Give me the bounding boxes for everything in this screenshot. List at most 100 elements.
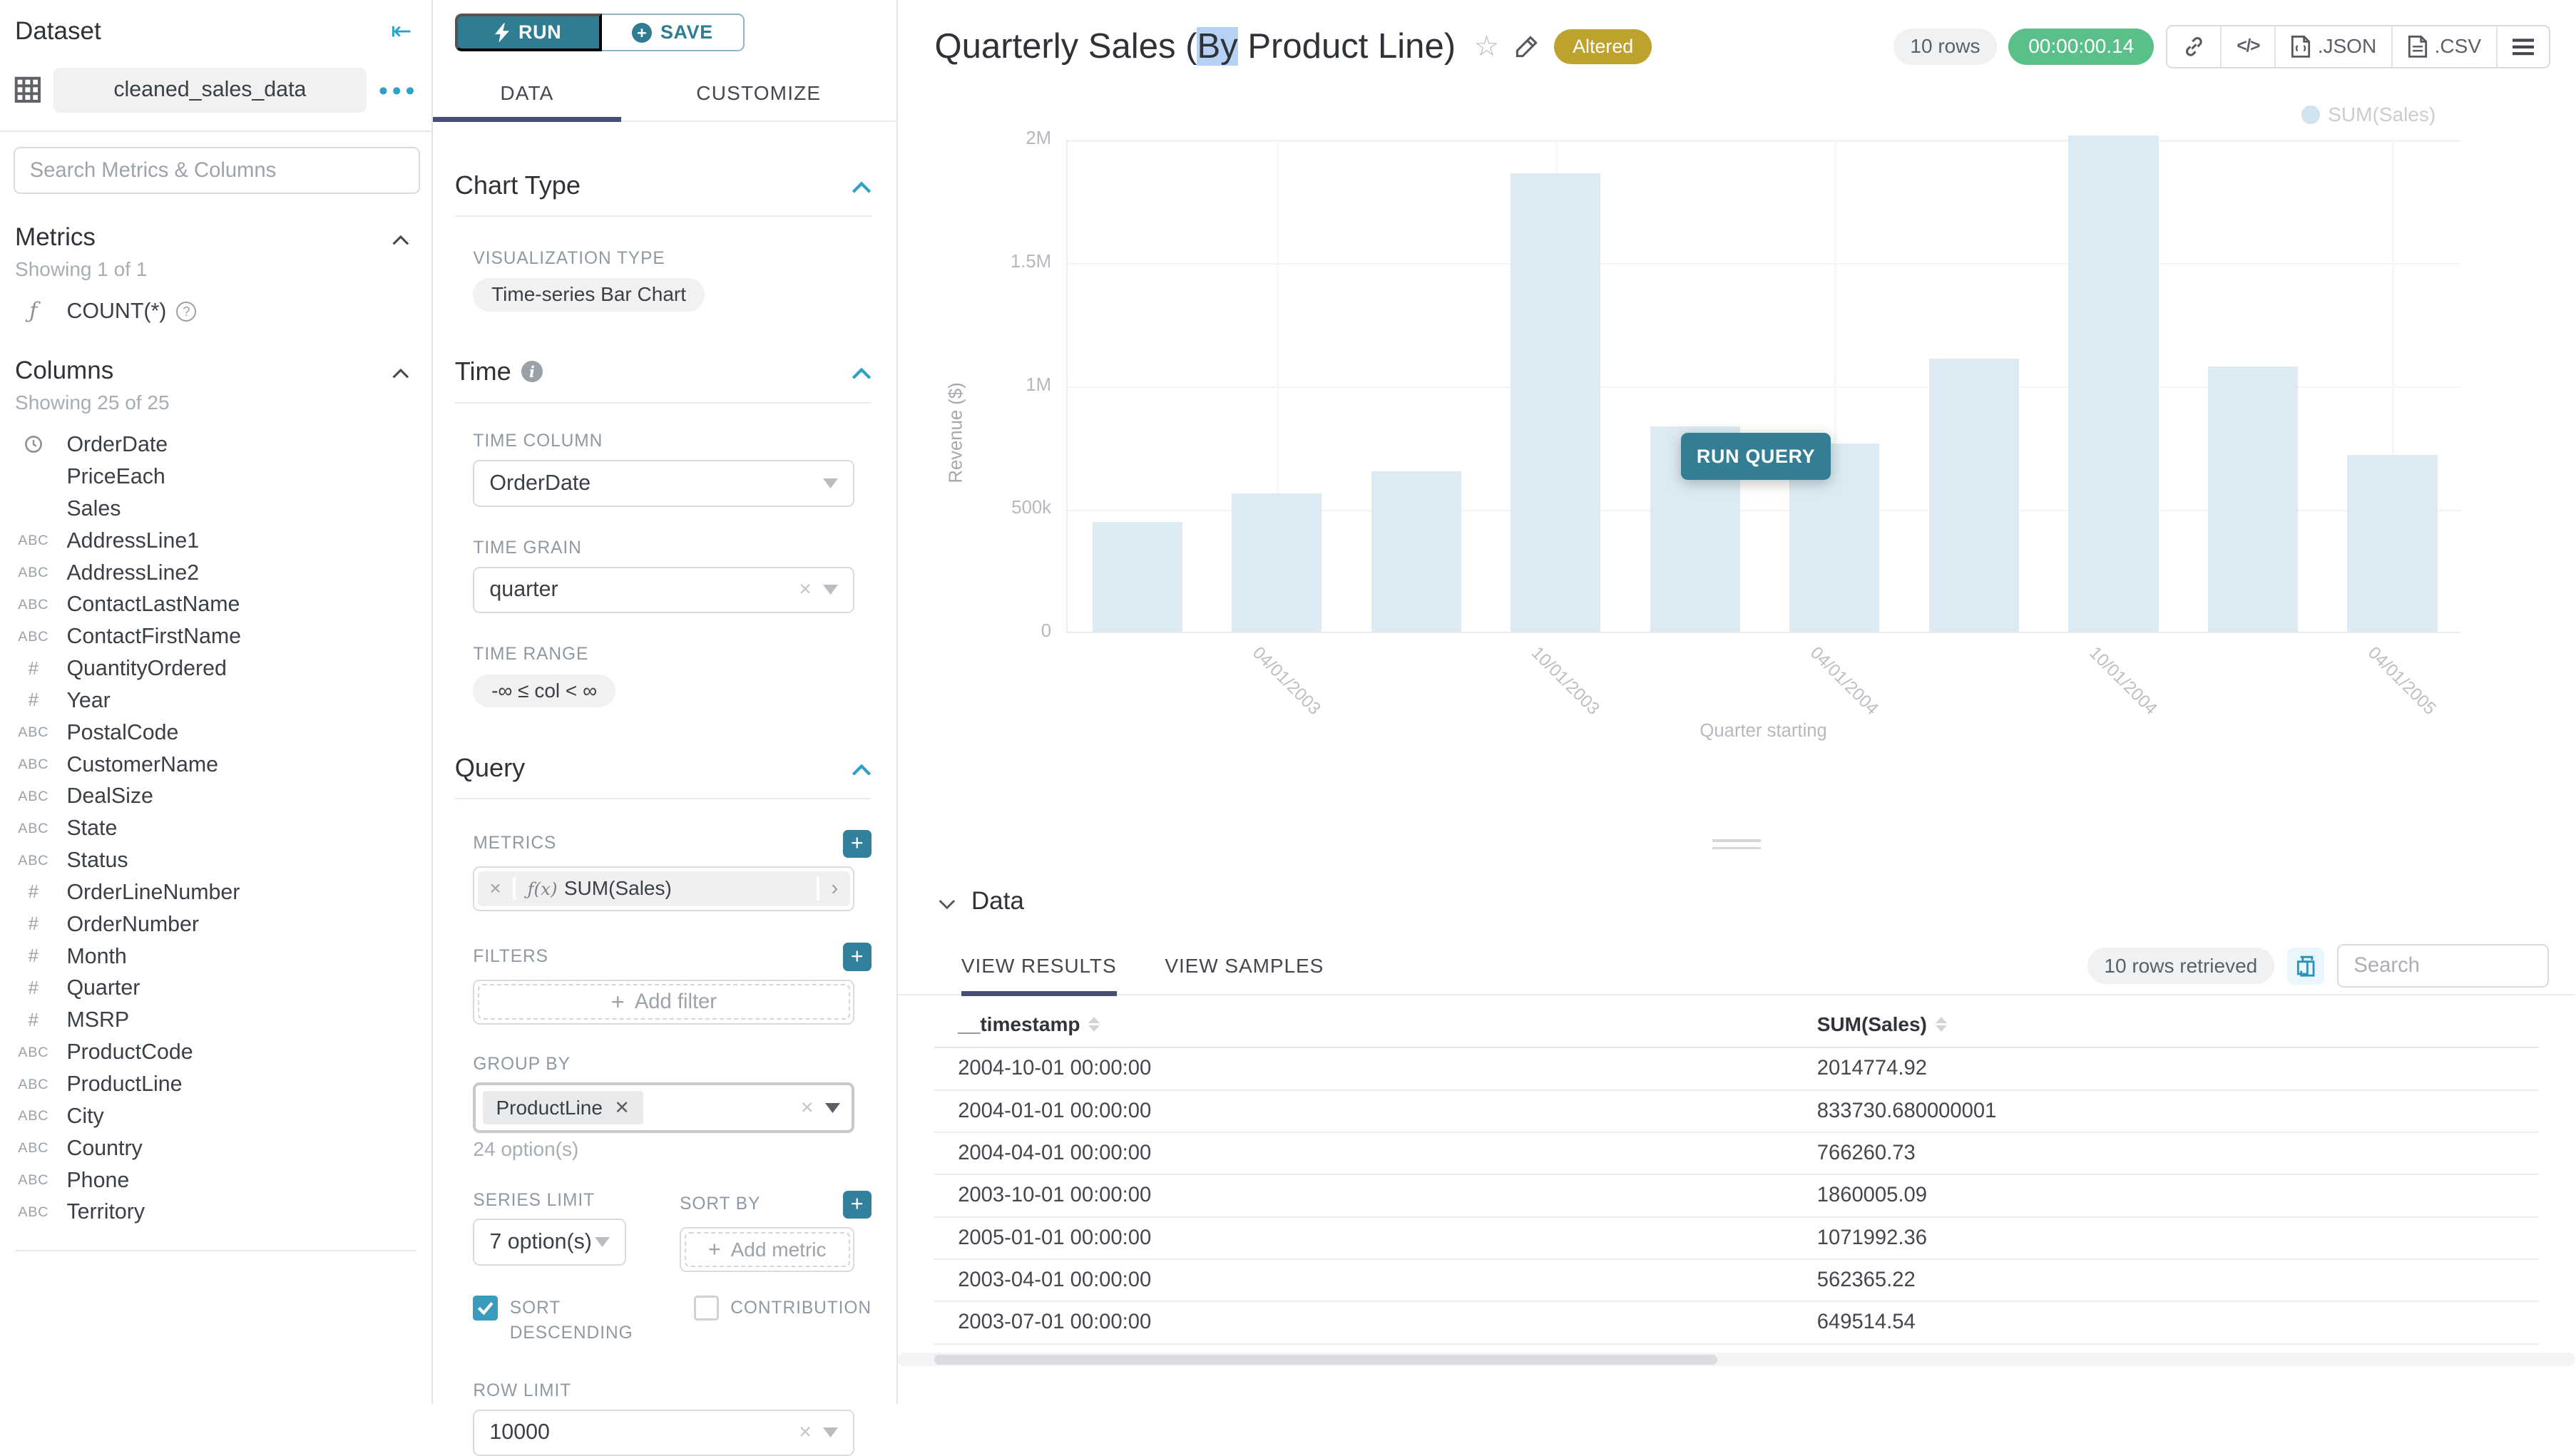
bar-2005-04-01[interactable] [2347, 455, 2438, 632]
menu-button[interactable] [2498, 26, 2549, 67]
column-item[interactable]: ABC Country [0, 1132, 431, 1164]
collapse-panel-icon[interactable]: ⇤ [390, 17, 412, 46]
dataset-more-icon[interactable]: ●●● [378, 80, 419, 99]
add-sort-metric-button[interactable]: + [843, 1190, 872, 1219]
metric-label: COUNT(*) [66, 299, 167, 323]
clear-icon[interactable]: × [799, 578, 812, 602]
run-query-button[interactable]: RUN QUERY [1681, 433, 1831, 480]
horizontal-scrollbar[interactable] [898, 1353, 2576, 1366]
help-icon[interactable]: ? [176, 301, 197, 322]
column-item[interactable]: # Year [0, 685, 431, 717]
remove-tag-icon[interactable]: ✕ [614, 1097, 630, 1118]
metric-pill[interactable]: × ƒ(x) SUM(Sales) › [478, 871, 850, 907]
bar-2004-07-01[interactable] [1928, 358, 2019, 632]
column-item[interactable]: # Month [0, 940, 431, 973]
altered-badge[interactable]: Altered [1554, 29, 1652, 65]
chevron-up-icon[interactable] [852, 357, 872, 387]
chevron-up-icon[interactable] [392, 356, 410, 386]
column-header[interactable]: __timestamp [958, 1012, 1080, 1035]
bar-2003-01-01[interactable] [1092, 521, 1182, 632]
column-item[interactable]: ABC State [0, 813, 431, 845]
column-item[interactable]: # MSRP [0, 1005, 431, 1037]
table-row[interactable]: 2004-04-01 00:00:00 766260.73 [934, 1133, 2540, 1176]
clear-icon[interactable]: × [799, 1420, 812, 1445]
panel-resize-handle[interactable] [898, 833, 2575, 856]
column-item[interactable]: # OrderLineNumber [0, 877, 431, 909]
column-item[interactable]: ABC PostalCode [0, 717, 431, 749]
column-item[interactable]: ABC CustomerName [0, 749, 431, 781]
edit-pencil-icon[interactable] [1514, 34, 1539, 59]
bar-2003-07-01[interactable] [1371, 471, 1461, 632]
export-csv-button[interactable]: .CSV [2393, 26, 2498, 67]
series-limit-select[interactable]: 7 option(s) [473, 1219, 627, 1266]
chevron-up-icon[interactable] [392, 222, 410, 253]
chevron-up-icon[interactable] [852, 170, 872, 200]
column-item[interactable]: # QuantityOrdered [0, 653, 431, 685]
run-button[interactable]: RUN [454, 13, 602, 52]
chevron-up-icon[interactable] [852, 752, 872, 783]
table-row[interactable]: 2003-10-01 00:00:00 1860005.09 [934, 1175, 2540, 1218]
column-item[interactable]: ABC AddressLine2 [0, 557, 431, 589]
add-filter-button[interactable]: + [843, 943, 872, 972]
column-item[interactable]: OrderDate [0, 429, 431, 461]
column-item[interactable]: ABC ProductLine [0, 1069, 431, 1101]
bar-2003-10-01[interactable] [1511, 173, 1601, 632]
dataset-name[interactable]: cleaned_sales_data [53, 67, 367, 113]
row-limit-select[interactable]: 10000 × [473, 1409, 855, 1456]
column-item[interactable]: ABC Territory [0, 1196, 431, 1229]
table-row[interactable]: 2003-04-01 00:00:00 562365.22 [934, 1260, 2540, 1303]
table-row[interactable]: 2004-10-01 00:00:00 2014774.92 [934, 1048, 2540, 1091]
column-item[interactable]: ABC ProductCode [0, 1037, 431, 1069]
bar-2005-01-01[interactable] [2207, 366, 2299, 632]
time-range-pill[interactable]: -∞ ≤ col < ∞ [473, 674, 615, 708]
column-item[interactable]: # OrderNumber [0, 908, 431, 940]
add-sort-metric-dropzone[interactable]: + Add metric [684, 1231, 850, 1268]
tab-view-results[interactable]: VIEW RESULTS [961, 938, 1118, 996]
metric-item[interactable]: ƒ COUNT(*) ? [0, 296, 431, 327]
column-item[interactable]: ABC Status [0, 845, 431, 877]
table-row[interactable]: 2005-01-01 00:00:00 1071992.36 [934, 1218, 2540, 1260]
table-row[interactable]: 2004-01-01 00:00:00 833730.680000001 [934, 1091, 2540, 1133]
column-item[interactable]: # Quarter [0, 973, 431, 1005]
column-item[interactable]: ABC DealSize [0, 781, 431, 813]
chart-legend[interactable]: SUM(Sales) [2301, 103, 2436, 126]
clear-icon[interactable]: × [800, 1095, 814, 1119]
add-filter-dropzone[interactable]: + Add filter [478, 984, 850, 1020]
tab-data[interactable]: DATA [500, 81, 554, 104]
series-limit-label: SERIES LIMIT [473, 1190, 596, 1210]
column-item[interactable]: ABC AddressLine1 [0, 525, 431, 557]
time-grain-select[interactable]: quarter × [473, 566, 855, 613]
chevron-down-icon[interactable] [938, 886, 956, 917]
sort-icon[interactable] [1935, 1017, 1947, 1032]
table-row[interactable]: 2003-07-01 00:00:00 649514.54 [934, 1302, 2540, 1345]
export-json-button[interactable]: .JSON [2276, 26, 2393, 67]
copy-data-button[interactable] [2287, 948, 2324, 985]
column-item[interactable]: Sales [0, 493, 431, 525]
save-button[interactable]: + SAVE [601, 13, 745, 52]
share-link-button[interactable] [2167, 26, 2222, 67]
column-item[interactable]: ABC City [0, 1100, 431, 1132]
metrics-columns-search-input[interactable] [13, 147, 420, 194]
time-column-select[interactable]: OrderDate [473, 460, 855, 507]
sort-descending-checkbox[interactable] [473, 1295, 499, 1321]
caret-right-icon[interactable]: › [816, 876, 850, 901]
info-icon[interactable]: i [521, 361, 543, 383]
add-metric-button[interactable]: + [843, 829, 872, 858]
tab-customize[interactable]: CUSTOMIZE [696, 81, 822, 104]
bar-2003-04-01[interactable] [1232, 493, 1322, 632]
column-item[interactable]: ABC ContactFirstName [0, 621, 431, 653]
tab-view-samples[interactable]: VIEW SAMPLES [1165, 954, 1324, 977]
group-by-select[interactable]: ProductLine ✕ × [473, 1082, 855, 1133]
column-item[interactable]: PriceEach [0, 461, 431, 493]
column-item[interactable]: ABC Phone [0, 1164, 431, 1196]
favorite-star-icon[interactable]: ☆ [1473, 31, 1500, 63]
sort-icon[interactable] [1088, 1017, 1100, 1032]
bar-2004-10-01[interactable] [2068, 135, 2159, 632]
embed-code-button[interactable]: </> [2222, 26, 2276, 67]
column-item[interactable]: ABC ContactLastName [0, 589, 431, 621]
contribution-checkbox[interactable] [693, 1295, 719, 1321]
column-header[interactable]: SUM(Sales) [1816, 1012, 1927, 1035]
viz-type-pill[interactable]: Time-series Bar Chart [473, 277, 705, 312]
remove-metric-icon[interactable]: × [478, 877, 516, 901]
results-search-input[interactable] [2337, 944, 2550, 988]
